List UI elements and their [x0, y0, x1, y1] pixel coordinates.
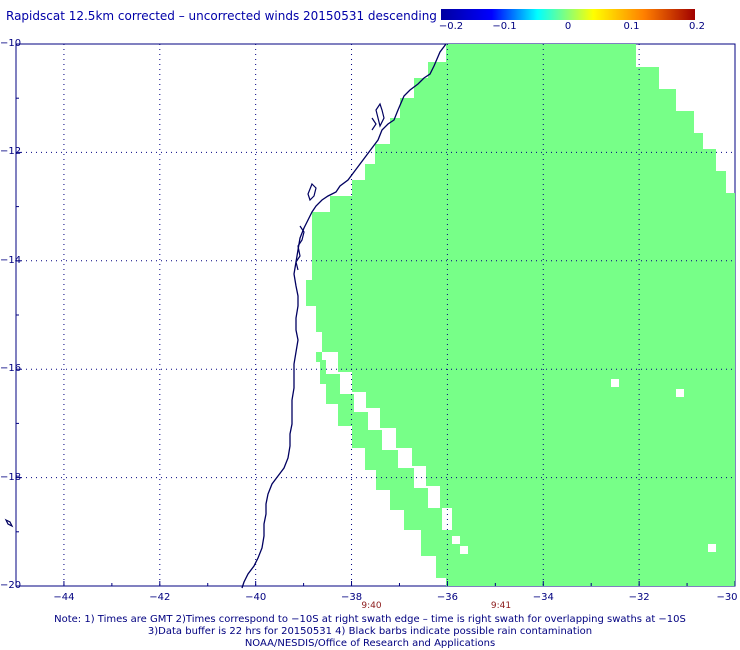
latitude-label: −12 [0, 146, 22, 158]
note-line-1: Note: 1) Times are GMT 2)Times correspon… [54, 614, 686, 625]
latitude-label: −18 [0, 471, 22, 483]
longitude-label: −42 [149, 592, 171, 603]
longitude-label: −34 [532, 592, 554, 603]
longitude-label: −32 [628, 592, 650, 603]
longitude-label: −40 [245, 592, 267, 603]
colorbar-label: 0 [564, 21, 572, 32]
note-line-2: 3)Data buffer is 22 hrs for 20150531 4) … [147, 626, 593, 637]
latitude-label: −10 [0, 38, 22, 49]
colorbar-label: 0.2 [689, 21, 705, 32]
colorbar-label: −0.1 [492, 21, 517, 32]
latitude-label: −14 [0, 254, 22, 266]
map-title: Rapidscat 12.5km corrected – uncorrected… [6, 9, 437, 23]
longitude-label: −38 [340, 592, 363, 603]
graticule [16, 44, 735, 586]
swath-gaps [314, 352, 716, 554]
note-line-3: NOAA/NESDIS/Office of Research and Appli… [244, 638, 496, 649]
longitude-label: −36 [436, 592, 458, 603]
colorbar-label: −0.2 [438, 21, 464, 32]
longitude-label: −44 [53, 592, 75, 603]
swath-time-label: 9:41 [490, 601, 512, 611]
swath-region [306, 44, 735, 586]
axis-ticks [15, 43, 736, 587]
latitude-label: −16 [0, 363, 22, 375]
coastal-details [4, 102, 385, 528]
coastline [241, 43, 447, 589]
longitude-label: −30 [716, 592, 738, 603]
colorbar-label: 0.1 [623, 21, 640, 32]
latitude-label: −20 [0, 580, 22, 591]
swath-time-label: 9:40 [361, 601, 382, 611]
colorbar [441, 9, 695, 20]
